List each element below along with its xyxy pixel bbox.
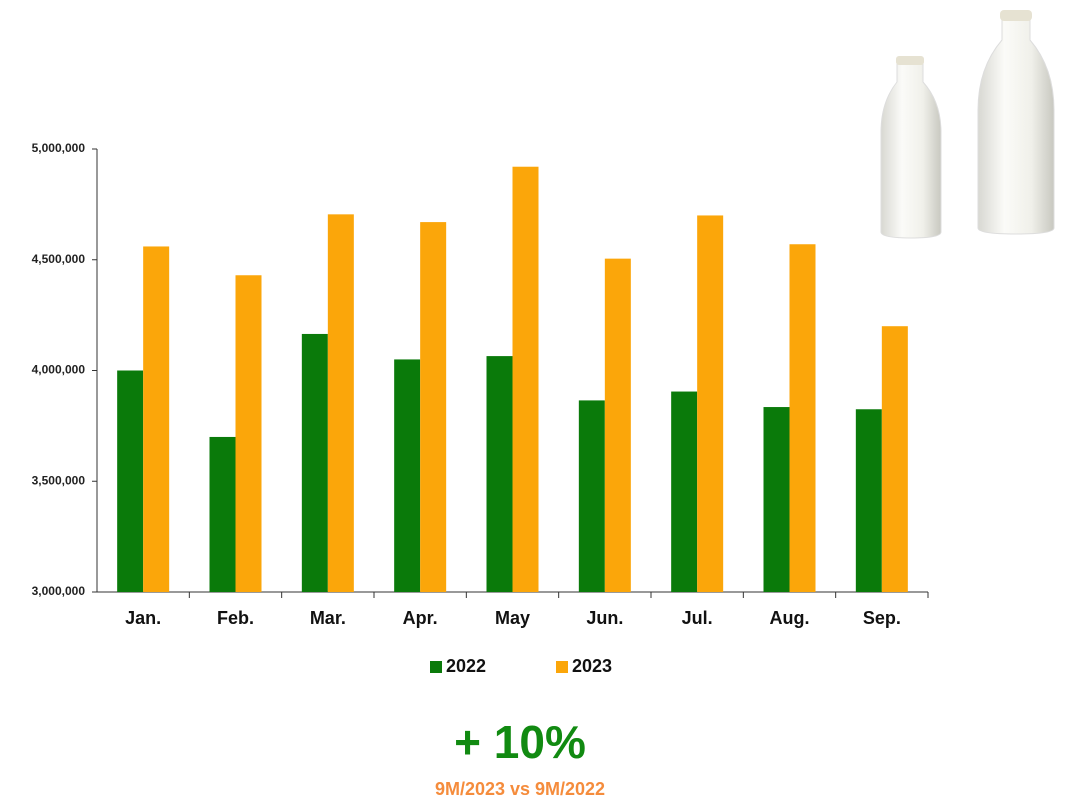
y-tick-label: 3,500,000 — [32, 473, 86, 487]
legend-label: 2022 — [446, 656, 486, 676]
x-tick-label: Feb. — [217, 608, 254, 628]
x-tick-label: Apr. — [403, 608, 438, 628]
legend-swatch — [430, 661, 442, 673]
bar — [210, 437, 236, 592]
milk-bottles — [881, 10, 1054, 238]
bar — [394, 359, 420, 592]
x-tick-label: Jan. — [125, 608, 161, 628]
bar — [856, 409, 882, 592]
bar — [487, 356, 513, 592]
bar — [671, 392, 697, 592]
x-tick-label: Jul. — [682, 608, 713, 628]
bar — [236, 275, 262, 592]
y-tick-label: 4,000,000 — [32, 363, 86, 377]
bar — [790, 244, 816, 592]
y-tick-label: 4,500,000 — [32, 252, 86, 266]
chart: + 10% 9M/2023 vs 9M/2022 3,000,000 3,500,… — [0, 0, 1092, 802]
annotation-note: 9M/2023 vs 9M/2022 — [435, 779, 605, 799]
bar — [697, 215, 723, 592]
bar — [420, 222, 446, 592]
bar — [605, 259, 631, 592]
bar — [302, 334, 328, 592]
x-tick-label: May — [495, 608, 530, 628]
x-tick-label: Jun. — [586, 608, 623, 628]
y-tick-label: 3,000,000 — [32, 584, 86, 598]
bar — [764, 407, 790, 592]
legend-label: 2023 — [572, 656, 612, 676]
bar — [579, 400, 605, 592]
bar — [328, 214, 354, 592]
bar — [513, 167, 539, 592]
x-tick-label: Sep. — [863, 608, 901, 628]
annotation: + 10% — [454, 716, 586, 768]
bar — [143, 246, 169, 592]
x-tick-label: Aug. — [770, 608, 810, 628]
bar — [882, 326, 908, 592]
x-tick-label: Mar. — [310, 608, 346, 628]
bar — [117, 371, 143, 593]
legend-swatch — [556, 661, 568, 673]
y-tick-label: 5,000,000 — [32, 141, 86, 155]
